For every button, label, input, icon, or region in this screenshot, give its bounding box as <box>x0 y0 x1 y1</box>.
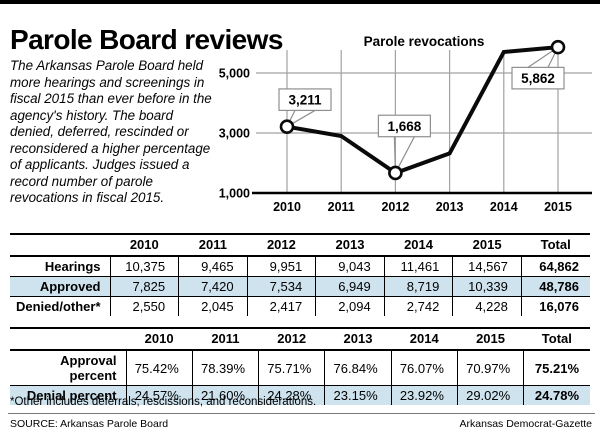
page-title: Parole Board reviews <box>10 23 283 55</box>
row-label: Approved <box>10 276 110 297</box>
cell-value: 23.15% <box>324 385 392 405</box>
column-header: 2013 <box>324 328 392 351</box>
cell-value: 29.02% <box>456 385 524 405</box>
callout-box <box>511 66 565 90</box>
footnote: *Other includes deferrals, rescissions, … <box>10 396 317 408</box>
cell-value: 7,420 <box>178 276 248 297</box>
column-header: 2013 <box>315 234 385 257</box>
cell-value: 24.57% <box>125 385 193 405</box>
cell-value: 10,375 <box>109 256 179 277</box>
column-header: 2014 <box>384 234 453 257</box>
column-header: 2010 <box>126 328 193 351</box>
cell-total: 64,862 <box>520 256 590 277</box>
cell-value: 76.07% <box>390 350 458 386</box>
cell-value: 78.39% <box>191 350 259 386</box>
cell-value: 7,825 <box>109 276 179 297</box>
cell-total: 75.21% <box>523 350 590 386</box>
cell-value: 8,719 <box>383 276 453 297</box>
cell-value: 9,951 <box>246 256 316 277</box>
column-header: Total <box>521 234 590 257</box>
data-point-marker <box>550 39 566 55</box>
cell-value: 4,228 <box>452 296 522 316</box>
source-credit: SOURCE: Arkansas Parole Board <box>10 418 169 430</box>
row-label: Denied/other* <box>10 296 110 316</box>
cell-value: 2,550 <box>109 296 179 316</box>
percent-table: 2010 2011 2012 2013 2014 2015 Total Approval pe… <box>10 327 590 405</box>
cell-value: 9,465 <box>178 256 248 277</box>
cell-value: 75.42% <box>125 350 193 386</box>
y-tick-label: 5,000 <box>219 67 250 81</box>
callout-value: 3,211 <box>288 92 322 107</box>
cell-value: 7,534 <box>246 276 316 297</box>
cell-value: 9,043 <box>315 256 385 277</box>
header-row: 2010 2011 2012 2013 2014 2015 Total <box>10 328 590 351</box>
column-header: 2014 <box>391 328 458 351</box>
publisher-credit: Arkansas Democrat-Gazette <box>459 418 592 430</box>
cell-value: 2,045 <box>178 296 248 316</box>
cell-value: 24.28% <box>258 385 325 405</box>
x-tick-label: 2011 <box>328 200 355 214</box>
cell-total: 48,786 <box>520 276 590 297</box>
x-tick-label: 2014 <box>490 200 518 214</box>
cell-total: 16,076 <box>520 296 590 316</box>
x-tick-label: 2012 <box>381 200 409 214</box>
row-label: Approval percent <box>60 353 117 383</box>
x-tick-label: 2010 <box>273 200 301 214</box>
callout-box <box>278 88 332 112</box>
revocations-line <box>286 45 559 176</box>
cell-value: 10,339 <box>452 276 522 297</box>
corner-cell <box>10 234 110 257</box>
column-header: Total <box>523 328 590 351</box>
callout-value: 5,862 <box>521 71 555 86</box>
data-point-marker <box>388 165 403 181</box>
cell-value: 23.92% <box>390 385 458 405</box>
cell-value: 2,417 <box>246 296 316 316</box>
x-tick-label: 2015 <box>544 200 572 214</box>
table-row: Denied/other* 2,550 2,045 2,417 2,094 2,742 4,… <box>10 296 590 316</box>
cell-value: 6,949 <box>315 276 385 297</box>
table-row: Approved 7,825 7,420 7,534 6,949 8,719 10,339 4… <box>10 276 590 297</box>
cell-value: 2,094 <box>315 296 385 316</box>
column-header: 2011 <box>178 234 248 257</box>
column-header: 2010 <box>110 234 179 257</box>
cell-value: 70.97% <box>456 350 524 386</box>
callout-value: 1,668 <box>388 119 422 134</box>
cell-total: 24.78% <box>523 385 590 405</box>
column-header: 2015 <box>457 328 524 351</box>
chart-title: Parole revocations <box>364 34 485 49</box>
y-tick-label: 1,000 <box>219 187 250 201</box>
intro-text: The Arkansas Parole Board held more hear… <box>10 58 212 206</box>
corner-cell <box>10 328 126 351</box>
cell-value: 76.84% <box>324 350 392 386</box>
callout-box <box>377 114 431 138</box>
row-label: Denial percent <box>10 385 126 405</box>
x-tick-label: 2013 <box>436 200 464 214</box>
column-header: 2015 <box>452 234 522 257</box>
source-rule <box>8 413 595 414</box>
column-header: 2011 <box>192 328 259 351</box>
parole-revocations-chart: Parole revocations 2010 2011 2012 2013 2014 2… <box>219 34 592 214</box>
column-header: 2012 <box>247 234 316 257</box>
cell-value: 14,567 <box>452 256 522 277</box>
table-row: Approval percent 75.42% 78.39% 75.71% 76.84%… <box>10 350 590 386</box>
cell-value: 21.60% <box>191 385 259 405</box>
row-label: Hearings <box>44 259 101 274</box>
table-row: Hearings 10,375 9,465 9,951 9,043 11,461 14,56… <box>10 256 590 277</box>
header-row: 2010 2011 2012 2013 2014 2015 Total <box>10 234 590 257</box>
table-row: Denial percent 24.57% 21.60% 24.28% 23.15% 23… <box>10 385 590 405</box>
hearings-table: 2010 2011 2012 2013 2014 2015 Total Hearings 10,… <box>10 233 590 316</box>
cell-value: 11,461 <box>383 256 453 277</box>
top-rule <box>0 0 600 4</box>
data-point-marker <box>279 119 295 134</box>
column-header: 2012 <box>258 328 325 351</box>
cell-value: 75.71% <box>258 350 325 386</box>
y-tick-label: 3,000 <box>219 127 250 141</box>
cell-value: 2,742 <box>383 296 453 316</box>
